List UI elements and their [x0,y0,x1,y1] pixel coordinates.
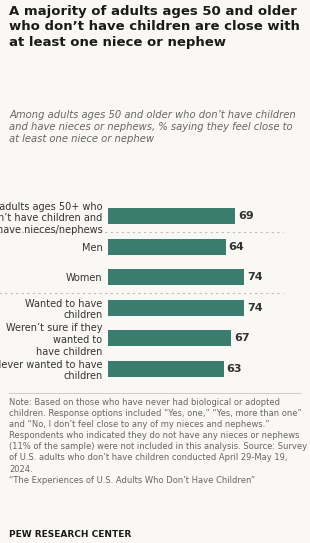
Text: PEW RESEARCH CENTER: PEW RESEARCH CENTER [9,530,131,539]
Text: 74: 74 [247,272,263,282]
Bar [108,239,226,255]
Text: Note: Based on those who have never had biological or adopted children. Response: Note: Based on those who have never had … [9,398,308,485]
Text: 64: 64 [228,242,244,252]
Text: 74: 74 [247,303,263,313]
Bar [108,330,231,346]
Text: 69: 69 [238,211,254,222]
Text: 63: 63 [227,364,242,374]
Bar [108,269,244,285]
Text: 67: 67 [234,333,250,343]
Text: Among adults ages 50 and older who don’t have children
and have nieces or nephew: Among adults ages 50 and older who don’t… [9,110,296,144]
Text: A majority of adults ages 50 and older
who don’t have children are close with
at: A majority of adults ages 50 and older w… [9,5,300,49]
Bar [108,300,244,315]
Bar [108,209,235,224]
Bar [108,361,224,377]
